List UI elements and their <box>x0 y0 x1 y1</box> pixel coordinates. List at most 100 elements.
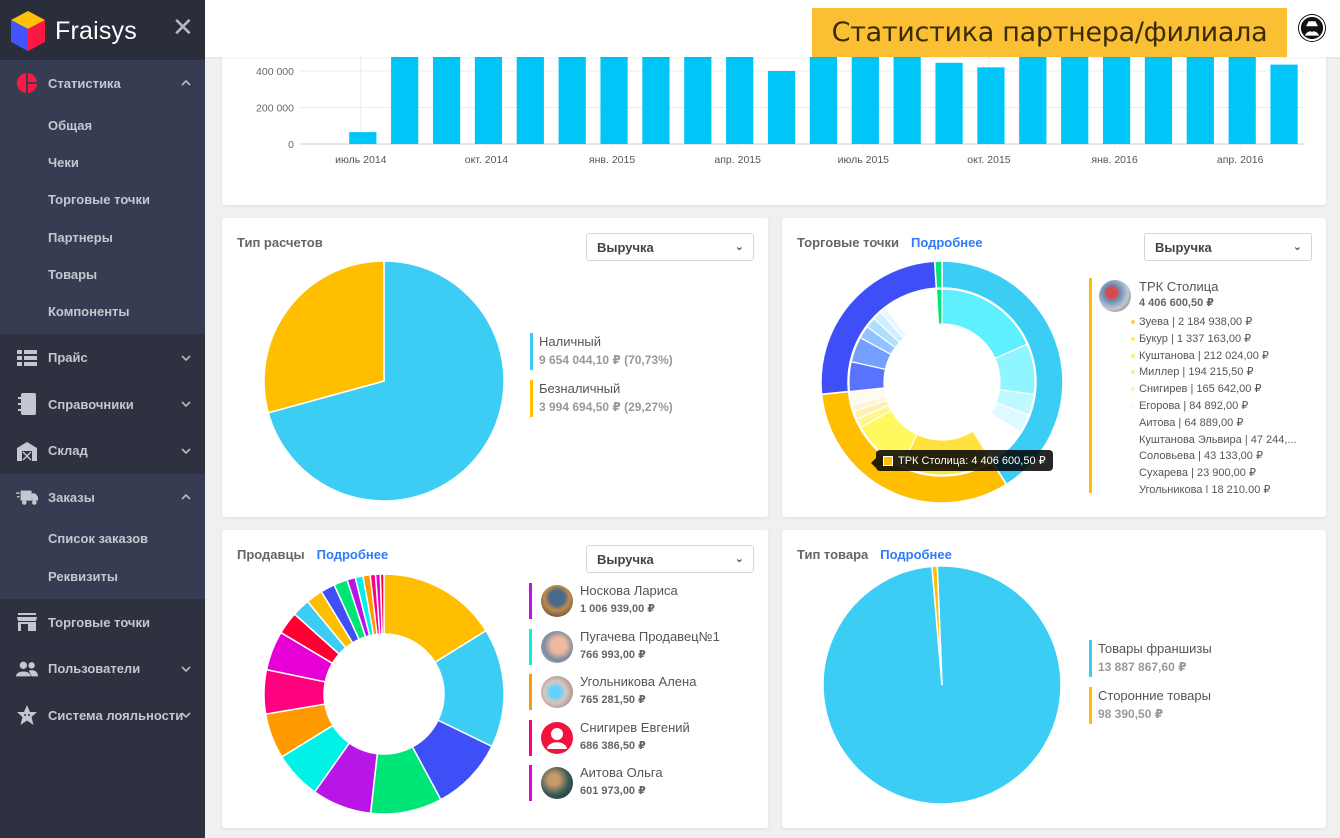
sidebar-item-7[interactable]: Система лояльности <box>0 692 205 739</box>
legend-entry[interactable]: Сторонние товары 98 390,50 ₽ <box>1089 687 1212 724</box>
bar-2014-10[interactable] <box>474 52 503 144</box>
sidebar-subitem[interactable]: Торговые точки <box>48 192 150 208</box>
star-icon <box>16 704 38 726</box>
seller-amount: 686 386,50 ₽ <box>580 739 646 752</box>
sidebar-item-label: Пользователи <box>48 661 141 677</box>
bar-2014-08[interactable] <box>391 52 419 144</box>
sidebar-item-5[interactable]: Торговые точки <box>0 599 205 646</box>
user-avatar-spy-icon[interactable] <box>1299 15 1325 41</box>
legend-label: Сторонние товары <box>1098 688 1211 703</box>
bar-2015-12[interactable] <box>1061 52 1089 144</box>
sellers-donut-chart <box>263 573 505 815</box>
store-inner-slice[interactable] <box>935 288 943 325</box>
row-text: Зуева | 2 184 938,00 ₽ <box>1139 316 1253 328</box>
store-total: 4 406 600,50 ₽ <box>1139 297 1214 309</box>
bar-2015-08[interactable] <box>893 52 921 144</box>
row-text: Аитова | 64 889,00 ₽ <box>1139 416 1244 429</box>
bar-2015-07[interactable] <box>851 52 879 144</box>
bar-2014-09[interactable] <box>432 52 461 144</box>
sidebar-subitem[interactable]: Реквизиты <box>48 568 118 584</box>
row-text: Соловьева | 43 133,00 ₽ <box>1139 450 1263 463</box>
legend-entry[interactable]: Товары франшизы 13 887 867,60 ₽ <box>1089 640 1212 677</box>
page-title: Статистика партнера/филиала <box>812 8 1287 57</box>
bar-2014-11[interactable] <box>516 52 544 144</box>
store-seller-row: Снигирев | 165 642,00 ₽ <box>1099 381 1309 398</box>
product-type-slice-1[interactable] <box>931 565 943 686</box>
row-text: Угольникова | 18 210,00 ₽ <box>1139 483 1271 493</box>
users-icon <box>16 658 38 680</box>
more-link[interactable]: Подробнее <box>880 547 952 562</box>
payment-type-legend: Наличный 9 654 044,10 ₽ (70,73%) Безналичн… <box>530 333 673 427</box>
sidebar-subitem[interactable]: Чеки <box>48 154 79 170</box>
legend-entry[interactable]: Безналичный 3 994 694,50 ₽ (29,27%) <box>530 380 673 417</box>
bar-2015-09[interactable] <box>935 62 963 144</box>
legend-entry[interactable]: Наличный 9 654 044,10 ₽ (70,73%) <box>530 333 673 370</box>
bar-2015-05[interactable] <box>767 71 796 144</box>
chevron-down-icon: ⌄ <box>734 553 744 565</box>
sidebar-subitem[interactable]: Партнеры <box>48 229 113 245</box>
payment-type-slice-0[interactable] <box>267 260 505 502</box>
chevron-up-icon <box>181 491 191 503</box>
seller-item[interactable]: Снигирев Евгений 686 386,50 ₽ <box>529 719 759 756</box>
seller-item[interactable]: Угольникова Алена 765 281,50 ₽ <box>529 674 759 710</box>
metric-select[interactable]: Выручка ⌄ <box>586 545 754 573</box>
seller-item[interactable]: Пугачева Продавец№1 766 993,00 ₽ <box>529 628 759 665</box>
bar-2016-02[interactable] <box>1144 52 1173 144</box>
bar-2016-01[interactable] <box>1102 52 1131 144</box>
legend-value: 3 994 694,50 ₽ (29,27%) <box>539 400 673 414</box>
sidebar-item-6[interactable]: Пользователи <box>0 645 205 692</box>
sidebar-group: Прайс <box>0 334 205 381</box>
sidebar-group: Склад <box>0 427 205 474</box>
store-legend[interactable]: ТРК Столица 4 406 600,50 ₽ Зуева | 2 184… <box>1089 278 1309 493</box>
bar-2014-12[interactable] <box>558 52 586 144</box>
sidebar-subitem[interactable]: Товары <box>48 266 98 282</box>
legend-label: Безналичный <box>539 381 621 396</box>
sidebar-item-3[interactable]: Склад <box>0 427 205 474</box>
chart-tooltip: ТРК Столица: 4 406 600,50 ₽ <box>871 450 1053 471</box>
legend-color-bar <box>530 380 533 417</box>
bar-2015-06[interactable] <box>809 52 838 144</box>
legend-color-bar <box>1089 640 1092 677</box>
metric-select[interactable]: Выручка ⌄ <box>586 233 754 261</box>
bar-2016-05[interactable] <box>1270 64 1298 144</box>
sidebar-group: Справочники <box>0 381 205 428</box>
bar-2015-01[interactable] <box>600 52 628 144</box>
seller-item[interactable]: Носкова Лариса 1 006 939,00 ₽ <box>529 583 759 619</box>
bar-2015-02[interactable] <box>642 52 670 144</box>
seller-avatar <box>541 585 573 617</box>
seller-color-bar <box>529 719 532 756</box>
more-link[interactable]: Подробнее <box>316 547 389 562</box>
bar-2016-04[interactable] <box>1228 52 1256 144</box>
payment-type-slice-1[interactable] <box>263 260 385 414</box>
truck-icon <box>16 486 38 508</box>
bar-2015-04[interactable] <box>726 56 754 144</box>
legend-value: 98 390,50 ₽ <box>1098 707 1164 721</box>
product-type-card: Тип товара Подробнее Товары франшизы 13 88… <box>782 530 1326 828</box>
bar-2015-10[interactable] <box>977 67 1005 144</box>
sidebar-item-2[interactable]: Справочники <box>0 381 205 428</box>
sidebar-subitem[interactable]: Список заказов <box>48 531 149 547</box>
sidebar-subitem[interactable]: Компоненты <box>48 304 130 320</box>
metric-select[interactable]: Выручка ⌄ <box>1144 233 1312 261</box>
store-outer-slice-3[interactable] <box>933 260 943 289</box>
card-title-text: Продавцы <box>237 547 305 562</box>
bar-2014-07[interactable] <box>349 132 377 144</box>
legend-color-bar <box>530 333 533 370</box>
sidebar-item-0[interactable]: Статистика <box>0 60 205 107</box>
sidebar-item-label: Прайс <box>48 350 88 366</box>
close-sidebar-icon[interactable]: ✕ <box>172 12 194 42</box>
sidebar-item-label: Торговые точки <box>48 614 150 630</box>
bar-2015-03[interactable] <box>684 52 712 144</box>
product-type-slice-0[interactable] <box>822 565 1062 805</box>
sidebar-item-4[interactable]: Заказы <box>0 474 205 521</box>
seller-name: Угольникова Алена <box>580 674 697 689</box>
sidebar-item-1[interactable]: Прайс <box>0 334 205 381</box>
bar-2015-11[interactable] <box>1019 52 1047 144</box>
bar-2016-03[interactable] <box>1186 52 1214 144</box>
seller-item[interactable]: Аитова Ольга 601 973,00 ₽ <box>529 765 759 801</box>
more-link[interactable]: Подробнее <box>910 235 983 250</box>
sidebar-subitem[interactable]: Общая <box>48 117 93 133</box>
seller-amount: 765 281,50 ₽ <box>580 694 646 706</box>
color-dot <box>1131 403 1135 408</box>
seller-slice-19[interactable] <box>379 573 385 635</box>
